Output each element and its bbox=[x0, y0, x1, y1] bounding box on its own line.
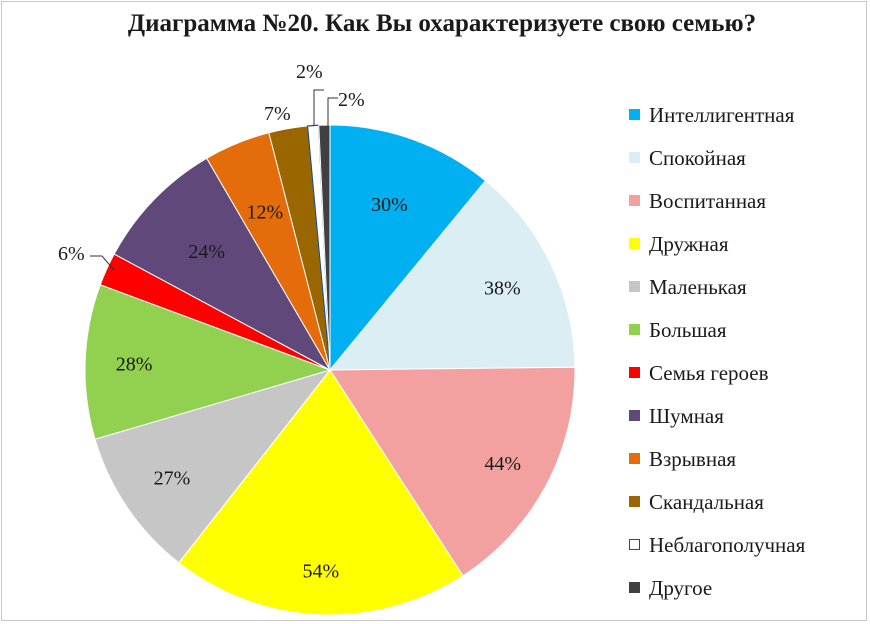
slice-label-large: 28% bbox=[116, 353, 153, 375]
slice-label-scandalous: 7% bbox=[264, 103, 291, 125]
legend-label-explosive: Взрывная bbox=[649, 447, 737, 471]
legend-swatch-small bbox=[629, 281, 640, 292]
pie-slice-small bbox=[94, 369, 332, 564]
legend-swatch-other bbox=[629, 582, 640, 593]
legend-label-small: Маленькая bbox=[649, 275, 747, 299]
legend-label-dysfunctional: Неблагополучная bbox=[649, 533, 806, 557]
legend-swatch-wellbred bbox=[629, 195, 640, 206]
pie-slice-large bbox=[84, 284, 332, 440]
slice-label-calm: 38% bbox=[484, 277, 521, 299]
legend-swatch-friendly bbox=[629, 238, 640, 249]
slice-label-other: 2% bbox=[338, 89, 365, 111]
legend-item-dysfunctional: Неблагополучная bbox=[629, 530, 869, 560]
legend-label-other: Другое bbox=[649, 576, 713, 600]
pie-slice-noisy bbox=[113, 157, 332, 372]
legend-item-other: Другое bbox=[629, 573, 869, 603]
leader-line-0 bbox=[313, 89, 324, 126]
pie-slice-wellbred bbox=[329, 366, 576, 577]
legend-label-intelligent: Интеллигентная bbox=[649, 103, 795, 127]
legend-label-scandalous: Скандальная bbox=[649, 490, 764, 514]
legend-swatch-explosive bbox=[629, 453, 640, 464]
leader-line-1 bbox=[327, 97, 338, 126]
slice-label-intelligent: 30% bbox=[371, 194, 408, 216]
legend-item-noisy: Шумная bbox=[629, 401, 869, 431]
legend-swatch-calm bbox=[629, 152, 640, 163]
pie-slice-other bbox=[318, 124, 331, 371]
legend-swatch-intelligent bbox=[629, 109, 640, 120]
legend-swatch-dysfunctional bbox=[629, 539, 640, 550]
legend-label-wellbred: Воспитанная bbox=[649, 189, 767, 213]
leader-line-2 bbox=[90, 255, 115, 271]
legend-label-large: Большая bbox=[649, 318, 727, 342]
slice-label-small: 27% bbox=[154, 467, 191, 489]
pie-slice-intelligent bbox=[329, 124, 487, 372]
legend-item-wellbred: Воспитанная bbox=[629, 186, 869, 216]
legend-label-noisy: Шумная bbox=[649, 404, 724, 428]
legend-label-heroes: Семья героев bbox=[649, 361, 769, 385]
legend-item-scandalous: Скандальная bbox=[629, 487, 869, 517]
pie-slice-calm bbox=[328, 180, 576, 371]
legend-swatch-large bbox=[629, 324, 640, 335]
legend-swatch-heroes bbox=[629, 367, 640, 378]
legend-item-heroes: Семья героев bbox=[629, 358, 869, 388]
pie-slice-friendly bbox=[178, 369, 464, 616]
legend-swatch-scandalous bbox=[629, 496, 640, 507]
slice-label-explosive: 12% bbox=[246, 201, 283, 223]
chart-title: Диаграмма №20. Как Вы охарактеризуете св… bbox=[127, 10, 757, 37]
slice-label-friendly: 54% bbox=[302, 561, 339, 583]
legend-label-calm: Спокойная bbox=[649, 146, 746, 170]
legend-item-calm: Спокойная bbox=[629, 143, 869, 173]
slice-label-dysfunctional: 2% bbox=[296, 61, 323, 83]
legend-item-intelligent: Интеллигентная bbox=[629, 100, 869, 130]
slice-label-wellbred: 44% bbox=[484, 453, 521, 475]
legend-label-friendly: Дружная bbox=[649, 232, 729, 256]
legend-swatch-noisy bbox=[629, 410, 640, 421]
legend-item-explosive: Взрывная bbox=[629, 444, 869, 474]
slice-label-heroes: 6% bbox=[58, 243, 85, 265]
legend-item-friendly: Дружная bbox=[629, 229, 869, 259]
slice-label-noisy: 24% bbox=[188, 241, 225, 263]
legend-item-small: Маленькая bbox=[629, 272, 869, 302]
legend-item-large: Большая bbox=[629, 315, 869, 345]
